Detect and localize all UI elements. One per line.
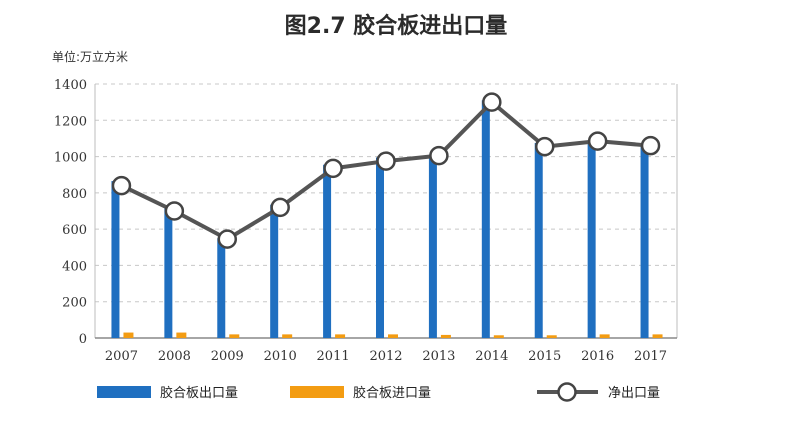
x-tick-label: 2007 <box>105 349 138 364</box>
bar-export-2008 <box>164 208 173 338</box>
bar-import-2015 <box>546 335 557 338</box>
bar-export-2010 <box>270 204 279 338</box>
y-tick-label: 1200 <box>54 114 87 129</box>
bar-import-2007 <box>123 332 134 338</box>
x-tick-label: 2013 <box>422 349 455 364</box>
bar-import-2017 <box>652 334 663 338</box>
net-export-point-2014 <box>482 92 502 112</box>
unit-label: 单位:万立方米 <box>52 49 128 64</box>
bar-import-2009 <box>229 334 240 338</box>
bar-export-2011 <box>323 164 332 338</box>
x-tick-label: 2012 <box>369 349 402 364</box>
net-export-point-2011 <box>323 158 343 179</box>
legend-net-marker <box>557 382 577 402</box>
net-export-point-2007 <box>111 175 132 196</box>
net-export-point-2012 <box>376 151 396 171</box>
y-tick-label: 0 <box>79 332 87 347</box>
bar-export-2016 <box>587 140 596 338</box>
y-tick-label: 600 <box>62 223 87 238</box>
bar-import-2008 <box>176 332 187 338</box>
x-tick-label: 2011 <box>317 349 350 364</box>
bar-export-2014 <box>481 100 490 338</box>
bar-import-2016 <box>599 334 610 338</box>
net-export-point-2015 <box>534 136 555 157</box>
net-export-point-2017 <box>640 135 661 156</box>
legend-export-label: 胶合板出口量 <box>160 385 238 401</box>
y-tick-label: 800 <box>62 187 87 202</box>
bar-import-2014 <box>493 335 504 338</box>
bar-export-2017 <box>640 143 649 338</box>
x-tick-label: 2015 <box>528 349 561 364</box>
legend-import-swatch <box>290 386 344 398</box>
x-tick-label: 2009 <box>211 349 244 364</box>
bar-export-2009 <box>217 238 226 338</box>
legend-net-label: 净出口量 <box>608 386 660 401</box>
legend-export-swatch <box>97 386 151 398</box>
chart-title: 图2.7 胶合板进出口量 <box>285 13 508 39</box>
y-tick-label: 400 <box>62 259 87 274</box>
bar-export-2012 <box>376 157 384 338</box>
x-tick-label: 2016 <box>581 349 614 364</box>
bar-import-2010 <box>282 334 293 338</box>
legend-import-label: 胶合板进口量 <box>353 385 431 401</box>
x-tick-label: 2008 <box>158 349 191 364</box>
bar-import-2011 <box>335 334 346 338</box>
x-tick-label: 2014 <box>475 349 508 364</box>
net-export-point-2008 <box>164 201 185 221</box>
net-export-point-2016 <box>587 131 608 151</box>
net-export-point-2013 <box>429 145 449 166</box>
bar-import-2013 <box>440 334 451 338</box>
x-tick-label: 2010 <box>264 349 297 364</box>
y-tick-label: 1400 <box>54 78 87 93</box>
y-tick-label: 1000 <box>54 151 87 166</box>
x-tick-label: 2017 <box>634 349 667 364</box>
bar-import-2012 <box>388 334 398 338</box>
bar-export-2015 <box>534 142 543 338</box>
net-export-point-2009 <box>217 229 238 249</box>
net-export-point-2010 <box>270 197 290 218</box>
bar-export-2013 <box>428 154 437 338</box>
y-tick-label: 200 <box>62 296 87 311</box>
bar-export-2007 <box>111 181 120 338</box>
